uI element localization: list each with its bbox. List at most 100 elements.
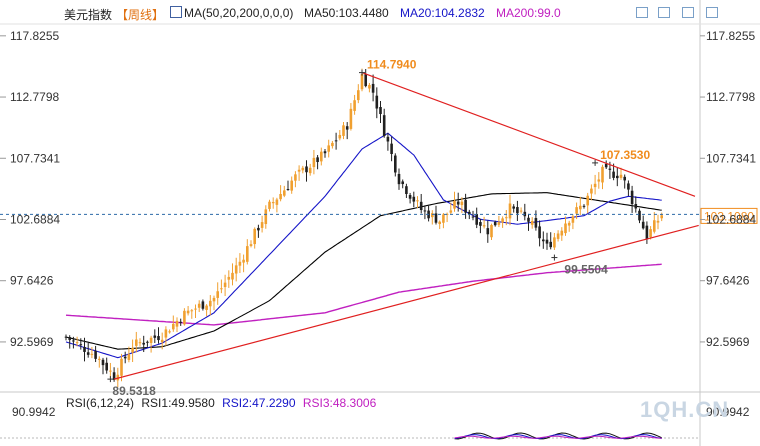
- candle-body: [431, 213, 434, 218]
- candle-body: [456, 201, 460, 205]
- candle-body: [294, 174, 297, 181]
- rsi-series-1: [454, 432, 662, 440]
- candle-body: [479, 222, 482, 226]
- y-tick-label-left: 92.5969: [10, 335, 54, 349]
- candle-body: [623, 176, 626, 181]
- candle-body: [86, 352, 90, 355]
- candle-body: [597, 179, 601, 182]
- candle-body: [216, 291, 219, 298]
- candle-body: [201, 301, 205, 309]
- annotation-label: 99.5504: [564, 263, 608, 277]
- ma50-value: MA50:103.4480: [304, 6, 389, 20]
- candle-body: [75, 342, 79, 344]
- y-tick-label-right: 117.8255: [706, 29, 755, 43]
- candle-body: [368, 84, 371, 89]
- candle-body: [516, 207, 519, 214]
- y-tick-label-left: 107.7341: [10, 151, 60, 165]
- watermark: 1QH.CN: [640, 397, 730, 422]
- rsi3-value: RSI3:48.3006: [302, 396, 377, 410]
- candle-body: [238, 261, 242, 266]
- candle-body: [283, 190, 286, 196]
- rsi-panel: 90.9942 90.9942: [0, 405, 750, 440]
- ma-params: MA(50,20,200,0,0,0): [184, 6, 294, 20]
- candle-body: [308, 167, 312, 174]
- candle-body: [604, 163, 608, 168]
- candle-body: [275, 199, 279, 205]
- candle-body: [482, 225, 486, 227]
- candle-body: [564, 223, 567, 234]
- candle-body: [131, 348, 134, 353]
- candle-body: [419, 201, 423, 211]
- candle-body: [101, 359, 105, 366]
- candle-body: [149, 337, 153, 343]
- candle-body: [183, 310, 186, 325]
- candle-body: [490, 224, 493, 238]
- candle-body: [379, 107, 382, 115]
- candle-body: [401, 181, 404, 185]
- candle-body: [342, 125, 345, 136]
- candle-body: [312, 157, 316, 168]
- trendlines-layer: [113, 71, 699, 380]
- candle-body: [508, 203, 512, 219]
- candle-body: [234, 265, 238, 274]
- candle-body: [438, 221, 441, 225]
- candle-body: [197, 303, 201, 308]
- ma20-line: [65, 132, 662, 359]
- rsi-series-3: [454, 435, 662, 439]
- candle-body: [227, 276, 231, 280]
- candle-body: [475, 214, 478, 225]
- candle-body: [638, 210, 641, 221]
- candle-body: [360, 74, 364, 90]
- candle-body: [505, 217, 508, 219]
- candles-layer: [64, 68, 663, 388]
- candle-body: [593, 183, 597, 188]
- y-tick-label-left: 117.8255: [10, 29, 59, 43]
- candle-body: [501, 218, 504, 223]
- candle-body: [582, 205, 586, 207]
- candle-body: [68, 337, 71, 340]
- y-tick-label-left: 102.6884: [10, 212, 60, 226]
- ma-settings-icon[interactable]: [170, 6, 182, 18]
- candle-body: [220, 288, 223, 290]
- maximize-icon[interactable]: [682, 7, 694, 18]
- candle-body: [268, 201, 271, 209]
- candle-body: [530, 220, 534, 225]
- candle-body: [349, 108, 353, 129]
- trendline-lower: [113, 224, 699, 380]
- candle-body: [157, 336, 160, 341]
- minimize-icon[interactable]: [658, 7, 670, 18]
- candle-body: [464, 199, 467, 213]
- ma20-layer: [65, 132, 662, 359]
- candle-body: [493, 221, 497, 226]
- candle-body: [257, 227, 260, 231]
- y-tick-label-right: 102.6884: [706, 212, 756, 226]
- candle-body: [660, 215, 663, 219]
- period-label[interactable]: 【周线】: [116, 8, 165, 22]
- rsi-header: RSI(6,12,24) RSI1:49.9580 RSI2:47.2290 R…: [66, 396, 380, 410]
- candle-body: [641, 221, 645, 229]
- trendline-upper: [361, 71, 696, 197]
- annotation-label: 107.3530: [600, 148, 650, 162]
- candle-body: [519, 210, 523, 212]
- candle-body: [98, 358, 101, 360]
- y-tick-label-right: 97.6426: [706, 274, 750, 288]
- candle-body: [223, 282, 227, 288]
- candle-body: [105, 362, 108, 371]
- candle-body: [442, 214, 445, 223]
- candle-body: [327, 145, 330, 152]
- candle-body: [434, 213, 438, 223]
- rsi1-value: RSI1:49.9580: [141, 396, 215, 410]
- y-tick-label-right: 92.5969: [706, 335, 750, 349]
- candle-body: [175, 320, 179, 327]
- candle-body: [497, 222, 501, 225]
- settings-icon[interactable]: [636, 7, 648, 18]
- close-icon[interactable]: [706, 7, 718, 18]
- candle-body: [423, 210, 427, 212]
- candle-body: [142, 342, 145, 345]
- candle-body: [297, 169, 301, 172]
- ma200-value: MA200:99.0: [496, 6, 561, 20]
- annotations-layer: 103.1080 114.7940 107.3530 99.5504 89.5318: [0, 58, 758, 398]
- candle-body: [242, 259, 245, 263]
- candle-body: [290, 180, 293, 191]
